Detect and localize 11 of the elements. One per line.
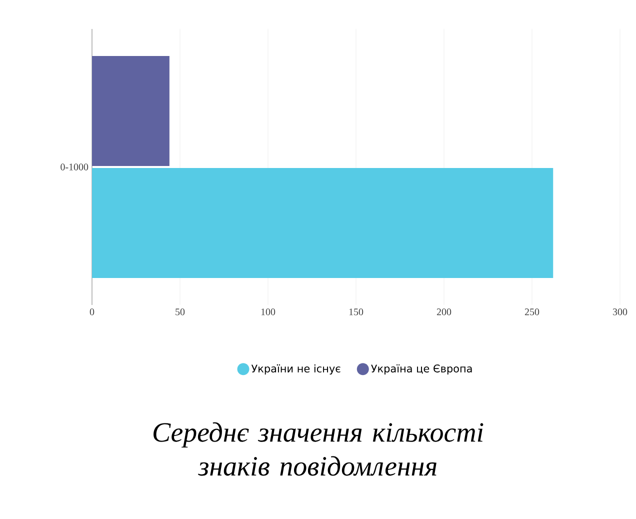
x-tick-label: 150 [349, 308, 364, 316]
x-tick-label: 0 [90, 308, 94, 316]
legend-label: Україна це Європа [371, 364, 472, 374]
x-tick-label: 50 [176, 308, 185, 316]
text: Середнє значення кількості знаків повідомлення [154, 422, 484, 476]
x-tick-label: 200 [436, 308, 452, 316]
x-tick-label: 100 [261, 308, 276, 316]
x-tick-label: 250 [524, 308, 540, 316]
x-tick-label: 300 [613, 308, 628, 316]
y-tick-label: 0-1000 [60, 164, 88, 170]
legend-label: України не існує [251, 364, 340, 375]
